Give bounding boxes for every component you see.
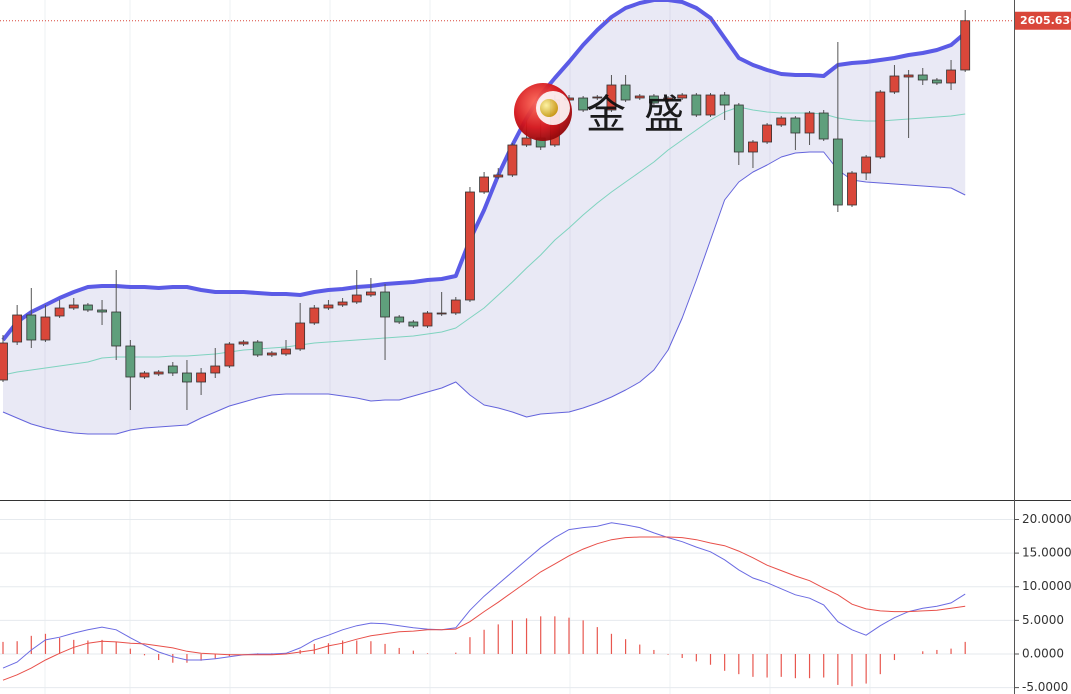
candle-body bbox=[776, 117, 787, 126]
candle-body bbox=[493, 174, 504, 178]
candle-body bbox=[847, 172, 857, 206]
candle-body bbox=[578, 97, 589, 111]
candle-body bbox=[592, 96, 603, 99]
candle-body bbox=[832, 138, 843, 206]
candle-body bbox=[111, 311, 122, 347]
candle-body bbox=[0, 342, 8, 381]
candle-body bbox=[351, 294, 362, 303]
candle-body bbox=[818, 112, 829, 140]
candle-body bbox=[139, 372, 150, 378]
macd-line bbox=[2, 536, 966, 681]
candle-body bbox=[932, 79, 942, 84]
candle-body bbox=[380, 291, 390, 318]
candle-body bbox=[153, 371, 164, 375]
candle-body bbox=[68, 304, 79, 309]
watermark-text: 金盛 bbox=[586, 92, 702, 138]
candle-body bbox=[521, 137, 532, 146]
macd-line bbox=[2, 522, 966, 669]
candle-body bbox=[649, 95, 659, 104]
candle-body bbox=[295, 322, 306, 350]
candle-body bbox=[804, 112, 815, 134]
y-tick-label: 0.0000 bbox=[1022, 646, 1064, 660]
candle-body bbox=[960, 20, 971, 71]
candle-body bbox=[748, 141, 758, 153]
candle-body bbox=[946, 69, 956, 84]
candle-body bbox=[465, 191, 475, 301]
candle-body bbox=[903, 74, 914, 78]
candle-body bbox=[606, 84, 617, 111]
candle-body bbox=[167, 365, 178, 374]
candle-body bbox=[450, 299, 461, 314]
candle-body bbox=[196, 372, 207, 383]
candle-body bbox=[54, 307, 65, 317]
y-tick-label: 5.0000 bbox=[1022, 613, 1064, 627]
y-tick-label: 10.0000 bbox=[1022, 579, 1071, 593]
candle-body bbox=[182, 372, 192, 383]
candle-body bbox=[238, 341, 249, 345]
candle-body bbox=[40, 316, 51, 341]
candle-body bbox=[281, 348, 291, 355]
candle-body bbox=[691, 94, 702, 116]
band-fill bbox=[3, 0, 966, 434]
candle-body bbox=[337, 301, 348, 306]
candle-body bbox=[861, 156, 872, 174]
candle-body bbox=[705, 94, 716, 116]
candle-body bbox=[309, 307, 320, 324]
last-price-tag bbox=[1015, 11, 1071, 30]
candle-body bbox=[889, 75, 900, 93]
plot-layer bbox=[0, 0, 1014, 689]
candle-body bbox=[266, 352, 277, 356]
candle-body bbox=[733, 104, 744, 153]
candle-body bbox=[663, 97, 673, 101]
candle-body bbox=[252, 341, 263, 356]
y-tick-label: 15.0000 bbox=[1022, 546, 1071, 560]
candle-body bbox=[917, 74, 928, 81]
candle-body bbox=[408, 321, 419, 327]
band-line bbox=[2, 151, 966, 435]
candle-body bbox=[83, 304, 93, 311]
candle-body bbox=[224, 343, 235, 367]
candle-body bbox=[479, 176, 490, 193]
watermark-logo: 金盛 bbox=[514, 83, 702, 141]
candle-body bbox=[634, 95, 645, 99]
candle-body bbox=[790, 117, 801, 134]
candle-body bbox=[365, 291, 376, 296]
candle-body bbox=[507, 144, 518, 176]
y-tick-label: -5.0000 bbox=[1022, 680, 1068, 694]
candle-body bbox=[620, 84, 631, 101]
candle-body bbox=[762, 124, 772, 143]
last-price-label: 2605.630 bbox=[1020, 14, 1071, 27]
candle-body bbox=[394, 316, 405, 323]
band-line bbox=[1, 0, 967, 342]
y-tick-label: 20.0000 bbox=[1022, 512, 1071, 526]
candle-body bbox=[26, 314, 37, 341]
candle-body bbox=[210, 365, 221, 374]
candle-body bbox=[12, 314, 23, 343]
candle-body bbox=[719, 94, 730, 106]
candle-body bbox=[97, 309, 107, 313]
candle-body bbox=[677, 94, 688, 99]
candle-body bbox=[875, 91, 886, 158]
candle-body bbox=[422, 312, 433, 327]
candle-body bbox=[436, 312, 447, 315]
candle-body bbox=[125, 345, 136, 378]
candle-body bbox=[323, 304, 334, 309]
